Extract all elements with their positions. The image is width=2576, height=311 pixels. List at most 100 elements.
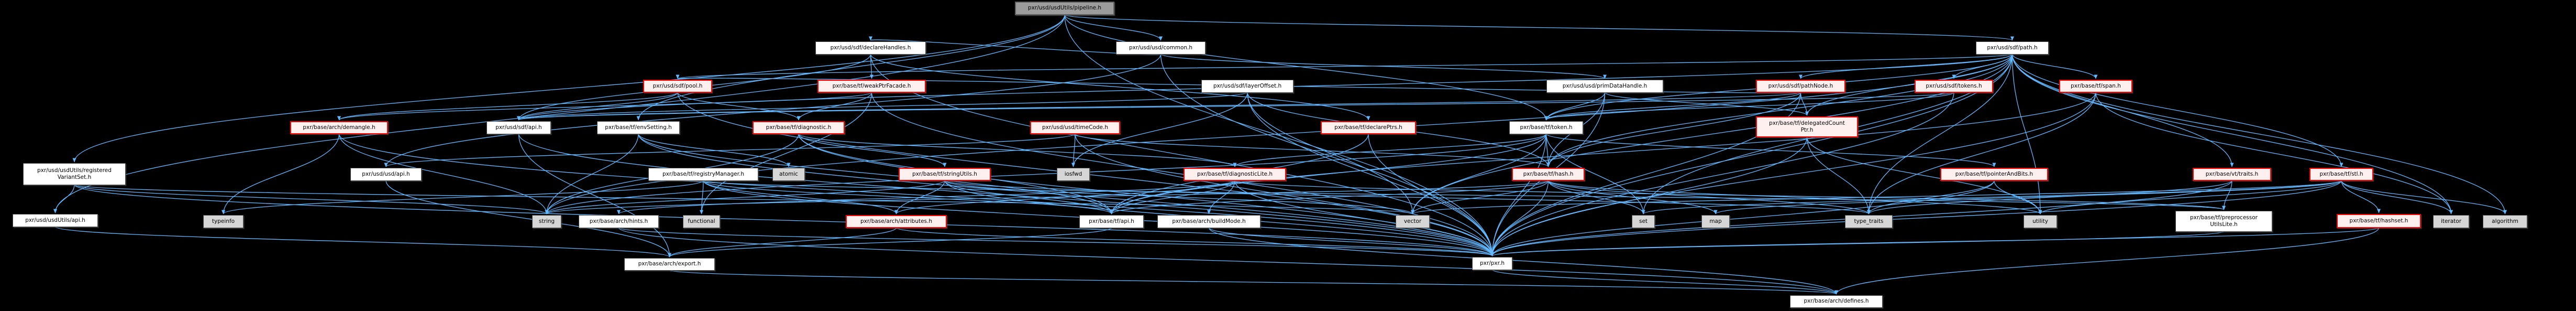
graph-node-diagnostic[interactable]: pxr/base/tf/diagnostic.h bbox=[753, 121, 845, 134]
graph-node-buildMode[interactable]: pxr/base/arch/buildMode.h bbox=[1157, 215, 1261, 228]
graph-node-primDataHandle[interactable]: pxr/usd/usd/primDataHandle.h bbox=[1546, 80, 1663, 93]
edge-hash-to-pxrH bbox=[1490, 180, 1549, 256]
edge-weakPtrFacade-to-pxrH bbox=[871, 92, 1494, 256]
graph-node-algorithm[interactable]: algorithm bbox=[2483, 215, 2527, 228]
graph-node-tfSpan[interactable]: pxr/base/tf/span.h bbox=[2059, 80, 2132, 93]
graph-node-common[interactable]: pxr/usd/usd/common.h bbox=[1116, 41, 1206, 55]
graph-node-envSetting[interactable]: pxr/base/tf/envSetting.h bbox=[597, 121, 680, 134]
edge-tfStl-to-hashset bbox=[2341, 180, 2381, 213]
graph-node-label: pxr/base/tf/weakPtrFacade.h bbox=[832, 82, 911, 89]
edge-diagnostic-to-stringUtils bbox=[798, 133, 947, 167]
graph-node-vtTraits[interactable]: pxr/base/vt/traits.h bbox=[2193, 168, 2271, 181]
edge-common-to-usdApi bbox=[384, 53, 1162, 167]
graph-node-functional[interactable]: functional bbox=[683, 215, 720, 228]
graph-node-atomic[interactable]: atomic bbox=[772, 168, 805, 181]
graph-node-defines[interactable]: pxr/base/arch/defines.h bbox=[1790, 295, 1883, 308]
graph-node-iterator[interactable]: iterator bbox=[2433, 215, 2469, 228]
edge-tfStl-to-utility bbox=[2038, 180, 2342, 215]
graph-node-label: pxr/base/tf/stringUtils.h bbox=[912, 170, 977, 177]
graph-node-label: pxr/base/tf/hash.h bbox=[1523, 170, 1574, 177]
edge-registeredVariantSet-to-string bbox=[74, 184, 549, 215]
edge-hash-to-typeTraits bbox=[1547, 180, 1871, 215]
graph-node-tfStl[interactable]: pxr/base/tf/stl.h bbox=[2309, 168, 2373, 181]
graph-node-typeinfo[interactable]: typeinfo bbox=[203, 215, 244, 228]
graph-node-label: pxr/base/tf/hashset.h bbox=[2349, 217, 2408, 224]
graph-node-layerOffset[interactable]: pxr/usd/sdf/layerOffset.h bbox=[1201, 80, 1293, 93]
edge-pathNode-to-token bbox=[1544, 92, 1801, 121]
graph-node-sdfPool[interactable]: pxr/usd/sdf/pool.h bbox=[643, 80, 712, 93]
graph-node-label: VariantSet.h bbox=[57, 174, 92, 180]
graph-node-declareHandles[interactable]: pxr/usd/sdf/declareHandles.h bbox=[815, 41, 926, 55]
graph-node-delegatedCountPtr[interactable]: pxr/base/tf/delegatedCount Ptr.h bbox=[1756, 116, 1858, 137]
edge-sdfTokens-to-token bbox=[1544, 92, 1954, 121]
graph-node-pointerAndBits[interactable]: pxr/base/tf/pointerAndBits.h bbox=[1940, 168, 2048, 181]
graph-node-map[interactable]: map bbox=[1701, 215, 1730, 228]
graph-node-label: pxr/base/arch/hints.h bbox=[589, 218, 648, 224]
edge-tfSpan-to-typeTraits bbox=[1867, 92, 2096, 215]
graph-node-usdApi[interactable]: pxr/usd/usd/api.h bbox=[350, 168, 422, 181]
edge-sdfPath-to-utility bbox=[2011, 53, 2042, 215]
graph-node-utility[interactable]: utility bbox=[2024, 215, 2057, 228]
edge-pointerAndBits-to-typeTraits bbox=[1867, 180, 1995, 215]
graph-node-demangle[interactable]: pxr/base/arch/demangle.h bbox=[290, 121, 388, 134]
graph-node-pxrH[interactable]: pxr/pxr.h bbox=[1472, 257, 1512, 270]
graph-node-sdfPath[interactable]: pxr/usd/sdf/path.h bbox=[1976, 41, 2049, 55]
edge-usdUtilsApi-to-archExport bbox=[54, 226, 671, 258]
graph-node-label: vector bbox=[1403, 218, 1422, 224]
graph-node-archExport[interactable]: pxr/base/arch/export.h bbox=[624, 258, 715, 271]
graph-node-vector[interactable]: vector bbox=[1396, 215, 1430, 228]
edge-attributes-to-archExport bbox=[668, 227, 897, 258]
graph-node-set[interactable]: set bbox=[1632, 215, 1655, 228]
edge-common-to-primDataHandle bbox=[1160, 53, 1607, 79]
edge-sdfPool-to-demangle bbox=[337, 92, 678, 121]
edge-token-to-vector bbox=[1411, 133, 1547, 215]
edge-envSetting-to-string bbox=[545, 133, 639, 215]
graph-node-hashset[interactable]: pxr/base/tf/hashset.h bbox=[2337, 214, 2421, 228]
graph-node-usdUtilsApi[interactable]: pxr/usd/usdUtils/api.h bbox=[13, 214, 98, 227]
edge-sdfPath-to-hash bbox=[1546, 53, 2013, 167]
graph-node-label: pxr/usd/usd/primDataHandle.h bbox=[1562, 82, 1648, 89]
edge-layerOffset-to-pxrH bbox=[1247, 92, 1494, 256]
graph-node-label: pxr/base/tf/api.h bbox=[1089, 218, 1134, 224]
graph-node-label: pxr/base/tf/registryManager.h bbox=[662, 170, 744, 177]
edge-tfStl-to-iterator bbox=[2341, 180, 2453, 215]
graph-node-pathNode[interactable]: pxr/usd/sdf/pathNode.h bbox=[1756, 80, 1845, 93]
edge-registryManager-to-preprocessorUtilsLite bbox=[703, 180, 2226, 210]
graph-node-sdfTokens[interactable]: pxr/usd/sdf/tokens.h bbox=[1915, 80, 1993, 93]
edge-tfApi-to-archExport bbox=[668, 227, 1112, 258]
graph-node-tfApi[interactable]: pxr/base/tf/api.h bbox=[1079, 215, 1144, 228]
graph-node-hash[interactable]: pxr/base/tf/hash.h bbox=[1512, 168, 1585, 181]
graph-node-registryManager[interactable]: pxr/base/tf/registryManager.h bbox=[648, 168, 758, 181]
graph-node-diagnosticLite[interactable]: pxr/base/tf/diagnosticLite.h bbox=[1184, 168, 1286, 181]
graph-node-label: pxr/base/tf/delegatedCount bbox=[1769, 120, 1845, 126]
graph-node-pipeline[interactable]: pxr/usd/usdUtils/pipeline.h bbox=[1015, 2, 1114, 15]
graph-node-timeCode[interactable]: pxr/usd/usd/timeCode.h bbox=[1030, 121, 1120, 134]
graph-node-label: pxr/base/tf/stl.h bbox=[2319, 170, 2363, 177]
graph-node-label: utility bbox=[2032, 218, 2048, 224]
edge-layerOffset-to-iosfwd bbox=[1071, 92, 1248, 167]
graph-node-attributes[interactable]: pxr/base/arch/attributes.h bbox=[846, 215, 947, 228]
graph-node-registeredVariantSet[interactable]: pxr/usd/usdUtils/registered VariantSet.h bbox=[23, 163, 126, 185]
graph-node-string[interactable]: string bbox=[532, 215, 561, 228]
graph-node-hints[interactable]: pxr/base/arch/hints.h bbox=[579, 215, 659, 228]
edge-declareHandles-to-declarePtrs bbox=[870, 53, 1370, 121]
graph-node-typeTraits[interactable]: type_traits bbox=[1845, 215, 1893, 228]
graph-node-label: pxr/usd/sdf/tokens.h bbox=[1926, 82, 1982, 89]
edge-hash-to-tfApi bbox=[1110, 180, 1549, 215]
edge-stringUtils-to-typeTraits bbox=[944, 180, 1871, 215]
graph-node-sdfApi[interactable]: pxr/usd/sdf/api.h bbox=[487, 121, 551, 134]
graph-node-token[interactable]: pxr/base/tf/token.h bbox=[1509, 121, 1583, 134]
edge-delegatedCountPtr-to-utility bbox=[1806, 136, 2042, 215]
graph-node-label: pxr/base/tf/preprocessor bbox=[2190, 214, 2258, 221]
graph-node-declarePtrs[interactable]: pxr/base/tf/declarePtrs.h bbox=[1321, 121, 1416, 134]
graph-node-label: string bbox=[538, 218, 555, 224]
edge-demangle-to-typeinfo bbox=[222, 133, 340, 215]
graph-node-preprocessorUtilsLite[interactable]: pxr/base/tf/preprocessor UtilsLite.h bbox=[2175, 211, 2272, 232]
graph-node-weakPtrFacade[interactable]: pxr/base/tf/weakPtrFacade.h bbox=[817, 80, 926, 93]
graph-node-iosfwd[interactable]: iosfwd bbox=[1057, 168, 1090, 181]
graph-node-stringUtils[interactable]: pxr/base/tf/stringUtils.h bbox=[899, 168, 991, 181]
graph-node-label: pxr/usd/usdUtils/registered bbox=[37, 167, 112, 174]
edge-hashset-to-defines bbox=[1834, 227, 2380, 295]
